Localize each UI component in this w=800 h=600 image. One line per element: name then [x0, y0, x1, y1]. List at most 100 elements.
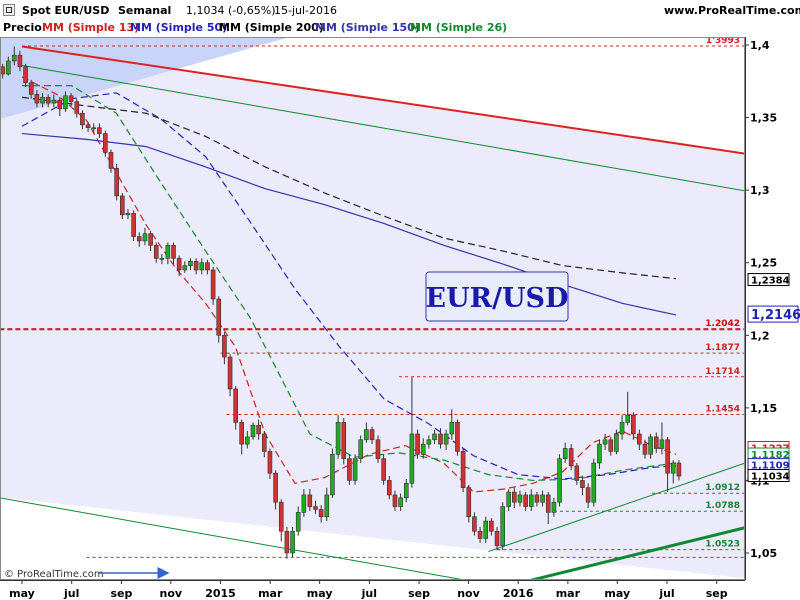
candle[interactable] [426, 435, 432, 449]
candle[interactable] [159, 254, 165, 265]
candle[interactable] [295, 506, 301, 536]
candle[interactable] [171, 242, 176, 265]
candle[interactable] [290, 526, 295, 558]
candle[interactable] [472, 512, 477, 536]
candle[interactable] [545, 492, 551, 524]
candle[interactable] [227, 354, 233, 397]
candle[interactable] [267, 448, 273, 479]
candle[interactable] [358, 435, 364, 464]
candle[interactable] [148, 230, 153, 252]
candle[interactable] [273, 470, 278, 510]
legend-sma200[interactable]: MM (Simple 200) [219, 21, 324, 34]
candle[interactable] [449, 409, 455, 440]
candle[interactable] [131, 210, 136, 241]
candle[interactable] [420, 438, 426, 459]
candle[interactable] [489, 518, 494, 536]
candle[interactable] [432, 429, 437, 445]
candle[interactable] [45, 94, 51, 108]
candle[interactable] [415, 429, 420, 459]
candle[interactable] [483, 516, 489, 543]
candle[interactable] [199, 258, 205, 275]
candle[interactable] [500, 502, 505, 551]
candle[interactable] [455, 419, 460, 456]
candle[interactable] [108, 149, 114, 173]
candle[interactable] [307, 489, 313, 511]
candle[interactable] [63, 91, 68, 112]
candle[interactable] [210, 267, 216, 305]
trendline[interactable] [482, 523, 766, 593]
candle[interactable] [665, 436, 670, 493]
candle[interactable] [574, 463, 580, 485]
candle[interactable] [551, 497, 557, 517]
candle[interactable] [653, 432, 659, 453]
candle[interactable] [250, 422, 256, 440]
price-badge[interactable]: 1,1034 [747, 468, 790, 482]
candle[interactable] [466, 484, 472, 523]
candle[interactable] [625, 391, 631, 426]
candle[interactable] [512, 487, 517, 509]
candle[interactable] [562, 442, 568, 464]
candle[interactable] [438, 428, 443, 449]
candle[interactable] [330, 448, 335, 498]
candle[interactable] [602, 433, 608, 450]
candle[interactable] [614, 429, 619, 455]
legend-sma26[interactable]: MM (Simple 26) [410, 21, 508, 34]
candle[interactable] [580, 476, 585, 495]
candle[interactable] [114, 164, 119, 201]
candle[interactable] [205, 259, 210, 275]
candle[interactable] [608, 436, 614, 456]
candle[interactable] [386, 476, 392, 500]
candle[interactable] [403, 478, 409, 503]
candle[interactable] [591, 458, 597, 507]
candle[interactable] [557, 454, 562, 507]
candle[interactable] [23, 63, 28, 88]
candle[interactable] [568, 444, 574, 471]
moving-average-line[interactable] [21, 132, 677, 316]
candle[interactable] [120, 193, 125, 220]
candle[interactable] [670, 460, 676, 484]
candle[interactable] [494, 526, 500, 551]
candle[interactable] [506, 489, 511, 511]
legend-price[interactable]: Precio [3, 21, 42, 34]
legend-sma13[interactable]: MM (Simple 13) [42, 21, 140, 34]
trendline[interactable] [488, 456, 766, 553]
candle[interactable] [528, 489, 534, 511]
trendline[interactable] [21, 45, 766, 156]
trendline[interactable] [21, 64, 766, 194]
candle[interactable] [676, 460, 682, 481]
candle[interactable] [648, 433, 653, 459]
candle[interactable] [188, 258, 193, 270]
candle[interactable] [313, 500, 318, 514]
candle[interactable] [318, 505, 324, 523]
candle[interactable] [597, 439, 602, 469]
candle[interactable] [534, 492, 540, 507]
candle[interactable] [142, 227, 148, 246]
candle[interactable] [352, 454, 358, 485]
candle[interactable] [51, 94, 57, 108]
candle[interactable] [477, 526, 483, 543]
candle[interactable] [80, 110, 85, 130]
price-badge[interactable]: 1,2146 [747, 305, 800, 323]
trendline[interactable] [0, 496, 468, 580]
legend-sma50[interactable]: MM (Simple 50) [130, 21, 228, 34]
candle[interactable] [17, 50, 23, 72]
candle[interactable] [631, 412, 636, 440]
candle[interactable] [165, 242, 171, 265]
candle[interactable] [256, 419, 261, 440]
candle[interactable] [193, 258, 199, 275]
candle[interactable] [34, 89, 40, 108]
candle[interactable] [659, 422, 665, 455]
candle[interactable] [97, 123, 102, 138]
candle[interactable] [375, 435, 381, 464]
moving-average-line[interactable] [21, 92, 676, 480]
candle[interactable] [182, 261, 188, 273]
candle[interactable] [642, 439, 648, 459]
candle[interactable] [341, 418, 347, 465]
candle[interactable] [91, 123, 97, 134]
candle[interactable] [28, 79, 34, 99]
moving-average-line[interactable] [22, 85, 677, 482]
candle[interactable] [364, 422, 369, 443]
candle[interactable] [392, 490, 398, 511]
candle[interactable] [40, 92, 45, 108]
candle[interactable] [517, 490, 523, 507]
